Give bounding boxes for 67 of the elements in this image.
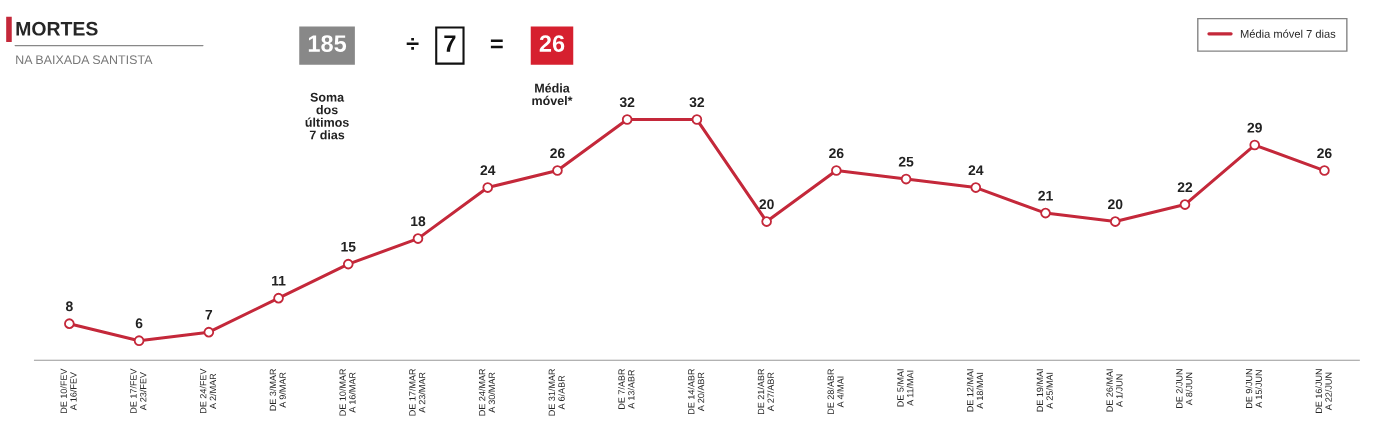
data-label: 25 [898,156,914,167]
data-label: 20 [1108,199,1123,210]
x-tick-label: DE 19/MAI A 25/MAI [1036,369,1053,412]
point [1249,139,1261,151]
data-label: 26 [829,148,844,159]
point [482,182,494,193]
x-tick-label: DE 9/JUN A 15/JUN [1245,369,1262,408]
data-label: 22 [1177,182,1193,192]
point [1109,216,1121,227]
x-tick-label: DE 31/MAR A 6/ABR [548,368,565,416]
x-tick-label: DE 21/ABR A 27/ABR [757,368,774,414]
point [64,318,75,329]
point [831,165,842,176]
point [1040,207,1051,219]
x-tick-label: DE 17/FEV A 23/FEV [130,368,147,413]
data-label: 11 [272,275,286,286]
point [1179,199,1191,210]
data-label: 26 [550,148,565,159]
text: 7 [444,35,456,52]
legend-label: Média móvel 7 dias [1240,29,1336,38]
chart-subtitle: NA BAIXADA SANTISTA [16,55,153,65]
data-label: 32 [619,97,635,108]
data-label: 8 [65,301,73,312]
data-label: 6 [135,318,143,329]
text: ÷ [406,37,419,50]
point [900,173,912,185]
text: Média móvel* [532,83,573,106]
data-label: 24 [968,165,984,175]
x-tick-label: DE 17/MAR A 23/MAR [408,368,426,416]
data-label: 32 [689,97,705,108]
x-tick-label: DE 3/MAR A 9/MAR [269,368,286,411]
text: 185 [308,35,347,52]
chart-title: MORTES [16,21,98,36]
data-label: 21 [1038,190,1053,201]
x-tick-label: DE 10/FEV A 16/FEV [60,368,77,413]
text: = [490,39,503,49]
point [552,165,563,176]
x-tick-label: DE 28/ABR A 4/MAI [827,368,844,414]
x-tick-label: DE 7/ABR A 13/ABR [618,368,635,409]
point [412,233,424,244]
data-label: 15 [341,241,356,252]
text: 26 [539,35,565,52]
x-tick-label: DE 12/MAI A 18/MAI [966,369,984,412]
point [1319,165,1330,176]
x-tick-label: DE 5/MAI A 11/MAI [897,369,914,407]
x-tick-label: DE 16/JUN A 22/JUN [1315,369,1332,413]
data-label: 7 [205,310,213,320]
point [761,216,772,227]
point [342,258,354,270]
point [621,114,633,125]
x-tick-label: DE 2/JUN A 8/JUN [1175,369,1193,408]
data-label: 20 [759,199,774,210]
x-tick-label: DE 24/FEV A 2/MAR [199,368,217,413]
data-label: 18 [411,216,426,227]
data-label: 26 [1317,148,1332,159]
x-tick-label: DE 24/MAR A 30/MAR [478,368,496,416]
point [273,292,284,304]
x-tick-label: DE 10/MAR A 16/MAR [339,368,356,416]
point [133,335,145,346]
data-label: 24 [480,165,496,175]
point [970,182,982,193]
data-label: 29 [1247,122,1262,133]
x-tick-label: DE 14/ABR A 20/ABR [687,368,705,414]
x-tick-label: DE 26/MAI A 1/JUN [1106,369,1123,412]
point [691,114,703,125]
point [203,326,215,338]
annotation: Soma dos últimos 7 dias [305,92,349,140]
